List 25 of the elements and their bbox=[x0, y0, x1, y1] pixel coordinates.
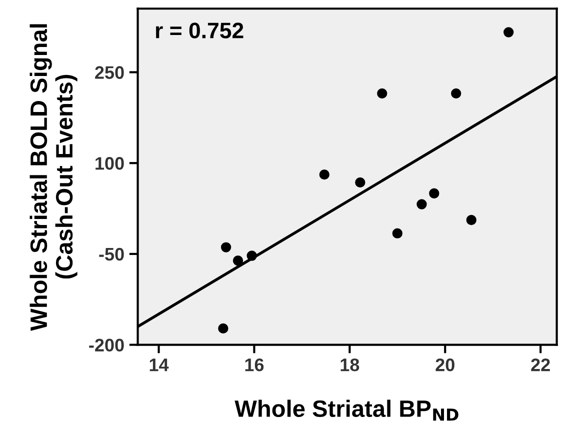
y-tick-label: -50 bbox=[99, 248, 124, 261]
point bbox=[319, 170, 330, 180]
x-tick-label: 16 bbox=[245, 358, 264, 372]
y-tick-label: 250 bbox=[95, 66, 124, 79]
annotation: r = 0.752 bbox=[156, 22, 244, 38]
x-tick-label: 18 bbox=[340, 358, 360, 372]
point bbox=[232, 256, 244, 266]
x-tick-label: 14 bbox=[150, 358, 169, 372]
point bbox=[429, 188, 440, 198]
y-tick-label: -200 bbox=[89, 338, 124, 352]
point bbox=[503, 27, 514, 38]
point bbox=[450, 88, 462, 99]
point bbox=[466, 214, 476, 226]
x-axis-title: Whole Striatal BP$_{ND}$ bbox=[234, 400, 458, 421]
x-tick-label: 22 bbox=[531, 358, 550, 372]
point bbox=[220, 242, 232, 252]
point bbox=[377, 88, 388, 99]
point bbox=[218, 323, 228, 334]
x-tick-label: 20 bbox=[436, 358, 454, 372]
point bbox=[416, 199, 427, 210]
y-axis-title: Whole Striatal BOLD Signal (Cash-Out Events) bbox=[30, 24, 78, 331]
point bbox=[355, 177, 366, 188]
point bbox=[392, 228, 402, 238]
y-tick-label: 100 bbox=[96, 157, 124, 170]
point bbox=[246, 250, 257, 261]
